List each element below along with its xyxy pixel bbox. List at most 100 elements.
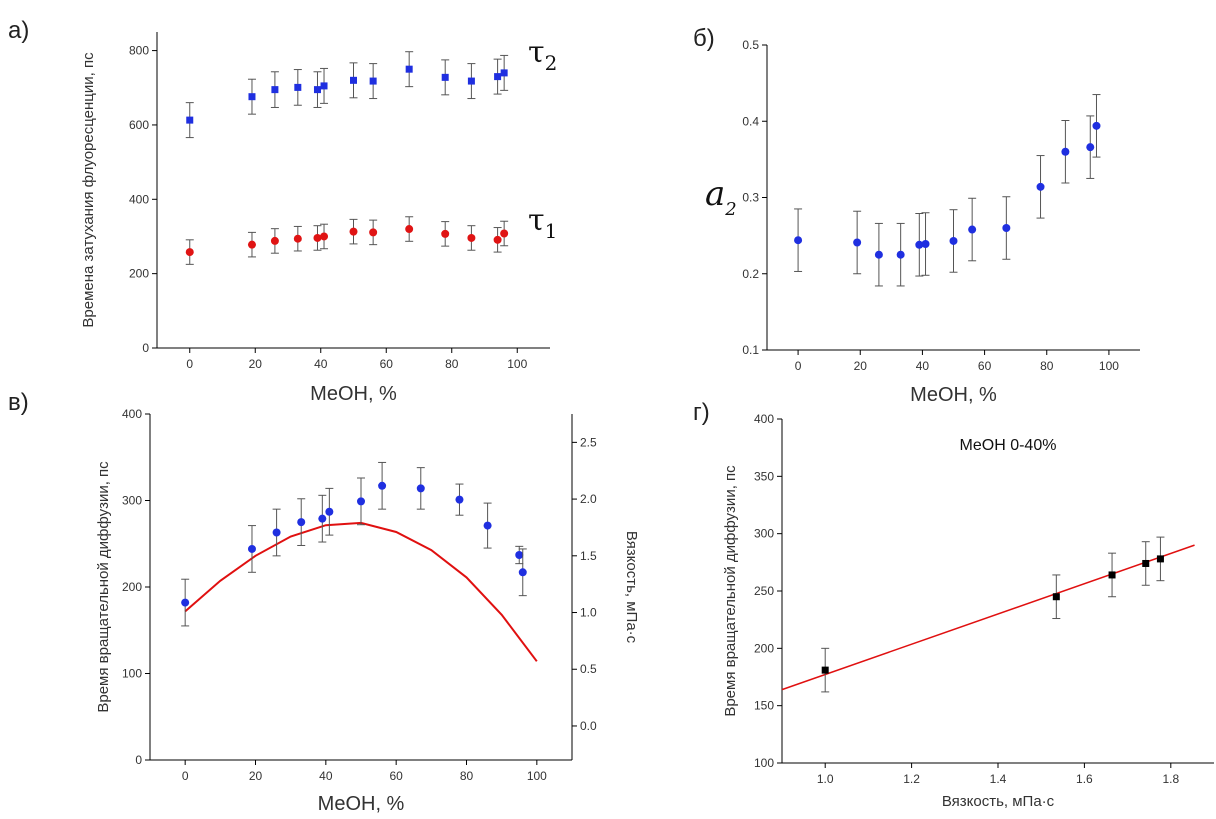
- data-point: [1036, 182, 1045, 191]
- y-tick-label: 400: [122, 407, 142, 421]
- data-point: [247, 240, 256, 249]
- panel-g: г) 1.0 1.2 1.4 1.6 1.8 100 150 200 250 300 350 400 Вя…: [693, 399, 1214, 810]
- fit-line: [781, 544, 1195, 691]
- x-tick-label: 1.8: [1162, 772, 1179, 786]
- x-tick-label: 60: [978, 359, 992, 373]
- data-point: [416, 484, 425, 493]
- x-tick-label: 20: [249, 769, 263, 783]
- y-tick-label: 0.5: [742, 38, 759, 52]
- x-tick-label: 0: [795, 359, 802, 373]
- panel-b: б) 0 20 40 60 80 100 0.1 0.2 0.3 0.4 0.5 MeOH, % a2: [693, 25, 1140, 406]
- data-point: [915, 240, 924, 249]
- y-right-tick-label: 2.5: [580, 435, 597, 449]
- data-point: [493, 235, 502, 244]
- data-point: [1156, 555, 1164, 563]
- x-tick-label: 20: [249, 357, 263, 371]
- data-point: [271, 86, 279, 94]
- series-1: [185, 216, 509, 265]
- data-point: [467, 233, 476, 242]
- x-tick-label: 40: [314, 357, 328, 371]
- data-point: [441, 73, 449, 81]
- panel-label: в): [8, 389, 29, 416]
- panel-a: а) 0 20 40 60 80 100 0 200 400 600 800 MeOH, % Времен…: [8, 17, 557, 405]
- data-point: [293, 234, 302, 243]
- data-point: [1108, 571, 1116, 579]
- data-point: [500, 69, 508, 77]
- annotation: MeOH 0-40%: [960, 437, 1057, 454]
- y-axis-title-main: a: [705, 174, 725, 214]
- panel-label: г): [693, 399, 710, 426]
- data-point: [294, 83, 302, 91]
- x-tick-label: 1.0: [817, 772, 834, 786]
- x-tick-label: 100: [507, 357, 527, 371]
- data-point: [357, 497, 365, 506]
- y-tick-label: 200: [754, 641, 774, 655]
- x-tick-label: 0: [182, 769, 189, 783]
- y-axis-title-sub: 2: [724, 199, 736, 220]
- series-0: [821, 536, 1165, 693]
- data-point: [181, 598, 190, 607]
- y-axis-title: a2: [705, 174, 737, 220]
- data-point: [378, 481, 387, 490]
- x-tick-label: 1.4: [990, 772, 1007, 786]
- y-tick-label: 200: [122, 580, 142, 594]
- y-tick-label: 0: [142, 341, 149, 355]
- x-tick-label: 20: [854, 359, 868, 373]
- y-right-tick-label: 1.5: [580, 549, 597, 563]
- x-tick-label: 1.2: [903, 772, 920, 786]
- y-tick-label: 0: [135, 753, 142, 767]
- data-point: [515, 550, 524, 559]
- data-point: [874, 250, 883, 259]
- y-right-tick-label: 1.0: [580, 606, 597, 620]
- data-point: [405, 225, 414, 234]
- data-point: [968, 225, 977, 234]
- y-tick-label: 0.4: [742, 114, 759, 128]
- data-point: [949, 236, 958, 245]
- data-point: [325, 507, 334, 516]
- data-point: [405, 65, 413, 73]
- x-tick-label: 80: [445, 357, 459, 371]
- data-point: [483, 521, 492, 530]
- data-point: [369, 77, 377, 85]
- data-point: [1142, 559, 1150, 567]
- y-right-tick-label: 0.0: [580, 719, 597, 733]
- data-point: [248, 93, 256, 101]
- panel-label: а): [8, 17, 29, 44]
- data-point: [455, 495, 464, 504]
- data-point: [350, 76, 357, 84]
- x-tick-label: 100: [1099, 359, 1119, 373]
- series-label-main: τ: [528, 35, 545, 70]
- y-right-tick-label: 0.5: [580, 662, 597, 676]
- y-tick-label: 400: [129, 192, 149, 206]
- data-point: [1086, 143, 1095, 152]
- y-tick-label: 0.3: [742, 191, 759, 205]
- data-point: [320, 232, 329, 241]
- series-0: [185, 51, 509, 139]
- data-point: [821, 666, 829, 674]
- data-point: [500, 229, 509, 238]
- y-tick-label: 0.2: [742, 267, 759, 281]
- series-0: [794, 94, 1101, 287]
- data-point: [186, 116, 194, 124]
- data-point: [247, 544, 256, 553]
- x-axis-title: Вязкость, мПа·с: [942, 793, 1055, 810]
- x-axis-title: MeOH, %: [310, 383, 397, 405]
- x-tick-label: 100: [527, 769, 547, 783]
- data-point: [270, 236, 279, 245]
- data-point: [349, 227, 358, 236]
- data-point: [441, 229, 450, 238]
- panel-v: в) 0 20 40 60 80 100 0 100 200 300 400 0.0 0.5 1.0 1.5 2…: [8, 389, 640, 815]
- data-point: [1061, 147, 1070, 156]
- x-tick-label: 0: [186, 357, 193, 371]
- x-tick-label: 40: [319, 769, 333, 783]
- series-label-main: τ: [528, 203, 545, 238]
- y-tick-label: 300: [122, 494, 142, 508]
- data-point: [297, 518, 306, 527]
- data-point: [369, 228, 378, 237]
- y-right-axis-title: Вязкость, мПа·с: [623, 531, 640, 644]
- y-tick-label: 100: [122, 667, 142, 681]
- y-tick-label: 200: [129, 267, 149, 281]
- x-tick-label: 1.6: [1076, 772, 1093, 786]
- y-tick-label: 800: [129, 44, 149, 58]
